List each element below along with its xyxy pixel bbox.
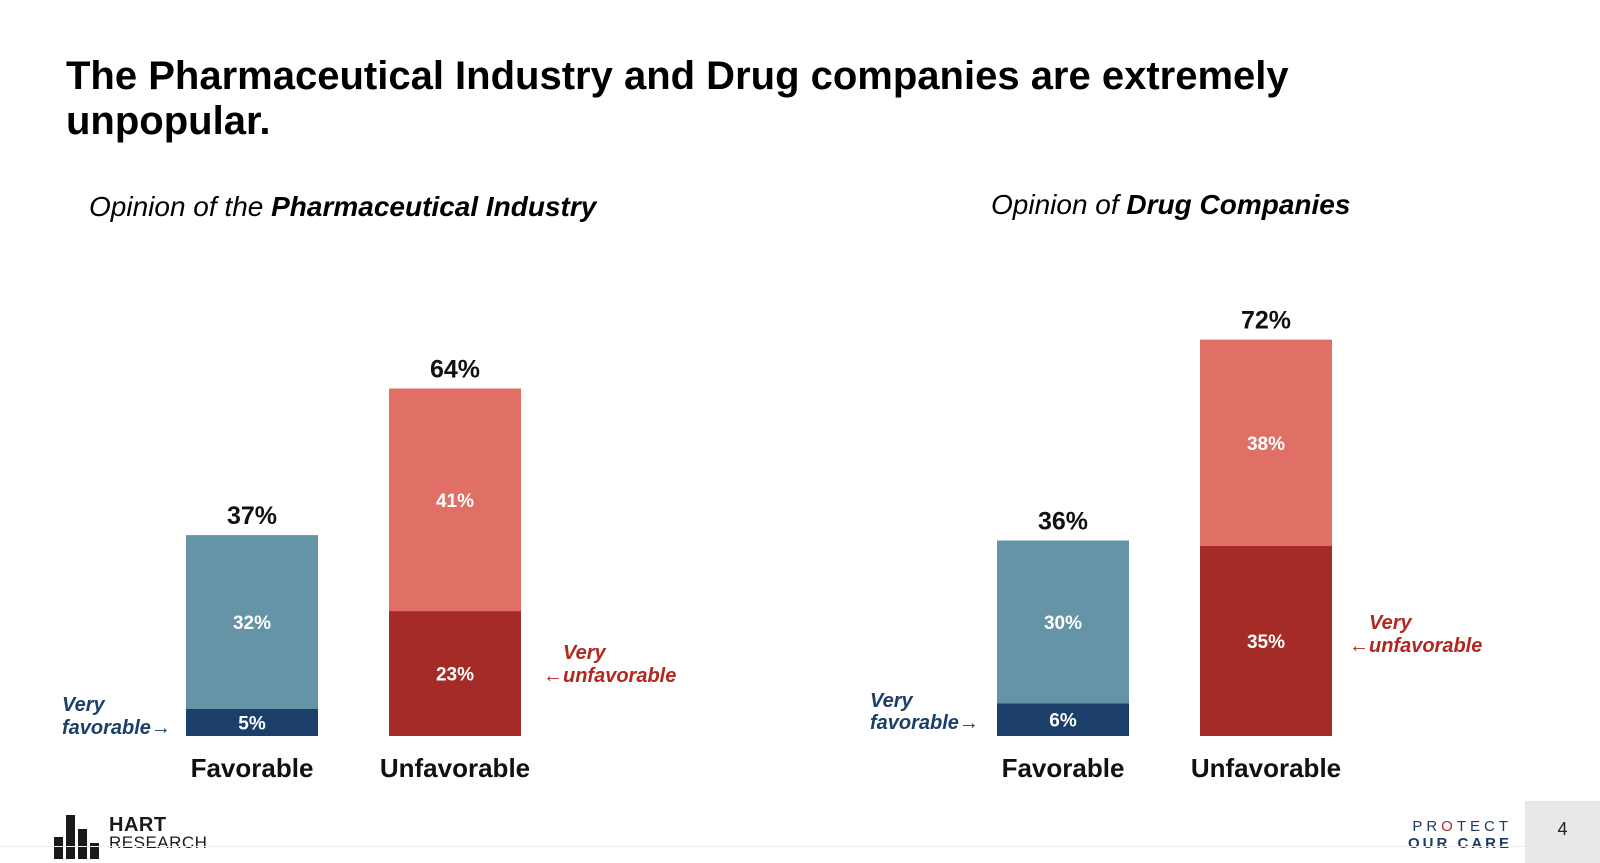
bar-segment-favorable — [186, 535, 318, 709]
page-number-box: 4 — [1525, 801, 1600, 863]
annotation-very-favorable-line2: favorable→ — [62, 717, 171, 739]
annotation-very-favorable-line2: favorable→ — [870, 712, 979, 734]
our-care-logo-text: OUR CARE — [1407, 835, 1512, 852]
slide-title: The Pharmaceutical Industry and Drug com… — [66, 54, 1289, 143]
annotation-very-unfavorable-line2: ←unfavorable — [1349, 635, 1482, 657]
data-label-total: 37% — [227, 502, 277, 530]
bar-segment-favorable — [997, 540, 1129, 704]
chart-title-bold: Pharmaceutical Industry — [271, 191, 597, 222]
protect-logo-text: PROTECT — [1412, 818, 1512, 835]
bar-segment-very-unfavorable — [1200, 545, 1332, 736]
category-label: Favorable — [1002, 753, 1125, 783]
footer-divider — [0, 846, 1525, 847]
data-label-bottom-segment: 35% — [1247, 632, 1285, 653]
page-number: 4 — [1557, 819, 1568, 839]
annotation-very-unfavorable-line2: ←unfavorable — [543, 665, 676, 687]
data-label-total: 72% — [1241, 307, 1291, 335]
protect-logo-accent-letter: O — [1441, 818, 1457, 835]
data-label-top-segment: 32% — [233, 613, 271, 634]
chart-title-prefix: Opinion of the — [89, 191, 272, 222]
bar-segment-very-favorable — [186, 708, 318, 736]
hart-logo-text: HART — [109, 814, 167, 836]
bar-segment-unfavorable — [1200, 339, 1332, 546]
annotation-very-unfavorable-line1: Very — [1369, 612, 1413, 634]
hart-research-logo: HART RESEARCH — [54, 801, 224, 859]
data-label-top-segment: 41% — [436, 491, 474, 512]
research-logo-text: RESEARCH — [109, 833, 208, 852]
bar-segment-very-unfavorable — [389, 611, 521, 736]
data-label-top-segment: 38% — [1247, 434, 1285, 455]
data-label-bottom-segment: 6% — [1049, 711, 1077, 732]
protect-our-care-logo: PROTECT OUR CARE — [1372, 818, 1512, 853]
annotation-very-favorable-line1: Very — [62, 694, 106, 716]
data-label-total: 64% — [430, 355, 480, 383]
chart-title-prefix: Opinion of — [991, 189, 1127, 220]
annotation-very-unfavorable-line1: Very — [563, 642, 607, 664]
data-label-top-segment: 30% — [1044, 613, 1082, 634]
data-label-total: 36% — [1038, 508, 1088, 536]
bar-segment-very-favorable — [997, 703, 1129, 736]
data-label-bottom-segment: 5% — [238, 713, 266, 734]
category-label: Unfavorable — [380, 753, 530, 783]
category-label: Unfavorable — [1191, 753, 1341, 783]
chart-title-bold: Drug Companies — [1126, 189, 1351, 220]
chart-title-pharmaceutical-industry: Opinion of the Pharmaceutical Industry — [89, 191, 596, 223]
annotation-very-favorable-line1: Very — [870, 690, 914, 712]
chart-title-drug-companies: Opinion of Drug Companies — [991, 189, 1350, 221]
bar-segment-unfavorable — [389, 388, 521, 612]
data-label-bottom-segment: 23% — [436, 665, 474, 686]
category-label: Favorable — [191, 753, 314, 783]
